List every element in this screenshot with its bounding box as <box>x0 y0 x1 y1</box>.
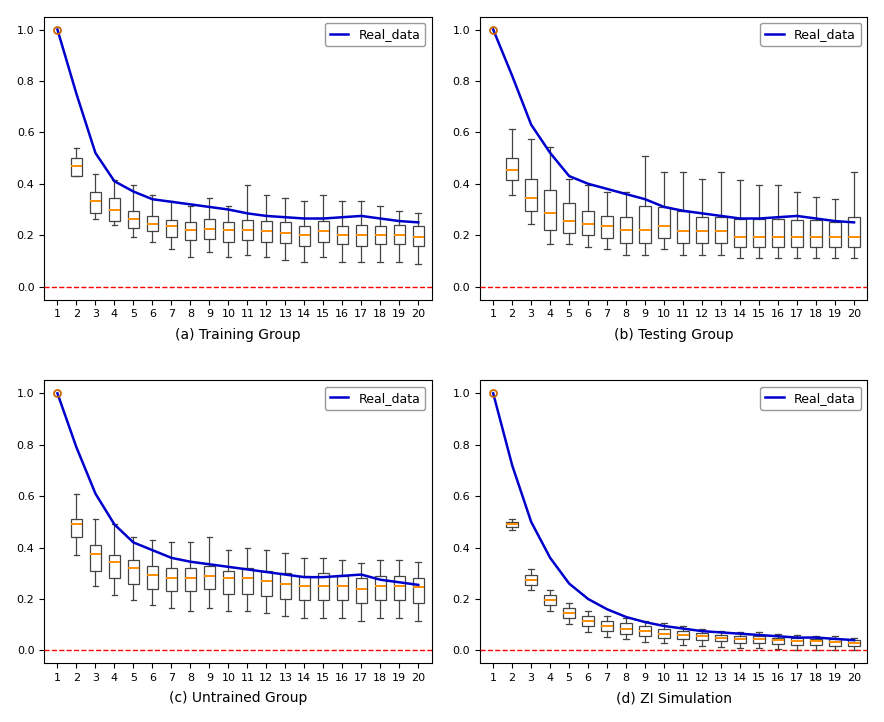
PathPatch shape <box>697 217 708 243</box>
PathPatch shape <box>71 519 82 537</box>
PathPatch shape <box>375 226 386 244</box>
PathPatch shape <box>165 219 177 237</box>
PathPatch shape <box>697 633 708 640</box>
PathPatch shape <box>299 576 310 600</box>
PathPatch shape <box>147 216 158 231</box>
PathPatch shape <box>773 638 784 644</box>
PathPatch shape <box>355 225 367 245</box>
PathPatch shape <box>393 576 405 600</box>
PathPatch shape <box>791 219 803 247</box>
PathPatch shape <box>829 222 841 247</box>
PathPatch shape <box>773 219 784 247</box>
PathPatch shape <box>849 217 860 247</box>
PathPatch shape <box>261 221 272 242</box>
PathPatch shape <box>355 578 367 603</box>
PathPatch shape <box>89 191 101 214</box>
X-axis label: (a) Training Group: (a) Training Group <box>175 328 301 342</box>
PathPatch shape <box>811 219 822 247</box>
PathPatch shape <box>375 576 386 600</box>
PathPatch shape <box>185 222 196 240</box>
PathPatch shape <box>849 640 860 646</box>
X-axis label: (d) ZI Simulation: (d) ZI Simulation <box>615 692 732 705</box>
Legend: Real_data: Real_data <box>760 23 861 46</box>
PathPatch shape <box>337 226 348 244</box>
PathPatch shape <box>715 635 727 641</box>
PathPatch shape <box>109 198 120 221</box>
PathPatch shape <box>677 211 689 243</box>
PathPatch shape <box>621 623 632 634</box>
PathPatch shape <box>601 621 613 631</box>
PathPatch shape <box>601 216 613 238</box>
Legend: Real_data: Real_data <box>324 387 425 409</box>
PathPatch shape <box>165 568 177 591</box>
PathPatch shape <box>583 211 594 235</box>
PathPatch shape <box>563 608 575 618</box>
PathPatch shape <box>563 203 575 232</box>
PathPatch shape <box>71 158 82 176</box>
PathPatch shape <box>583 616 594 626</box>
PathPatch shape <box>299 226 310 245</box>
PathPatch shape <box>677 631 689 639</box>
PathPatch shape <box>413 578 424 603</box>
PathPatch shape <box>413 226 424 245</box>
PathPatch shape <box>317 573 329 600</box>
PathPatch shape <box>127 211 139 227</box>
PathPatch shape <box>241 219 253 240</box>
PathPatch shape <box>279 222 291 243</box>
PathPatch shape <box>109 555 120 578</box>
PathPatch shape <box>185 568 196 591</box>
PathPatch shape <box>735 219 746 247</box>
PathPatch shape <box>791 638 803 645</box>
PathPatch shape <box>829 640 841 645</box>
PathPatch shape <box>753 635 765 643</box>
PathPatch shape <box>545 595 556 606</box>
PathPatch shape <box>639 206 651 243</box>
PathPatch shape <box>337 576 348 600</box>
PathPatch shape <box>545 190 556 230</box>
PathPatch shape <box>261 570 272 596</box>
PathPatch shape <box>525 575 537 585</box>
X-axis label: (c) Untrained Group: (c) Untrained Group <box>169 692 307 705</box>
PathPatch shape <box>89 545 101 570</box>
PathPatch shape <box>147 565 158 588</box>
X-axis label: (b) Testing Group: (b) Testing Group <box>613 328 734 342</box>
PathPatch shape <box>735 635 746 643</box>
PathPatch shape <box>659 629 670 638</box>
PathPatch shape <box>621 217 632 243</box>
PathPatch shape <box>203 219 215 239</box>
PathPatch shape <box>393 225 405 244</box>
PathPatch shape <box>127 560 139 583</box>
PathPatch shape <box>203 565 215 588</box>
PathPatch shape <box>507 522 518 527</box>
PathPatch shape <box>639 626 651 636</box>
PathPatch shape <box>525 178 537 211</box>
PathPatch shape <box>241 568 253 594</box>
PathPatch shape <box>317 221 329 242</box>
PathPatch shape <box>223 222 234 242</box>
Legend: Real_data: Real_data <box>760 387 861 409</box>
PathPatch shape <box>279 573 291 599</box>
PathPatch shape <box>753 219 765 247</box>
Legend: Real_data: Real_data <box>324 23 425 46</box>
PathPatch shape <box>659 207 670 238</box>
PathPatch shape <box>507 158 518 180</box>
PathPatch shape <box>223 570 234 594</box>
PathPatch shape <box>715 217 727 243</box>
PathPatch shape <box>811 639 822 645</box>
